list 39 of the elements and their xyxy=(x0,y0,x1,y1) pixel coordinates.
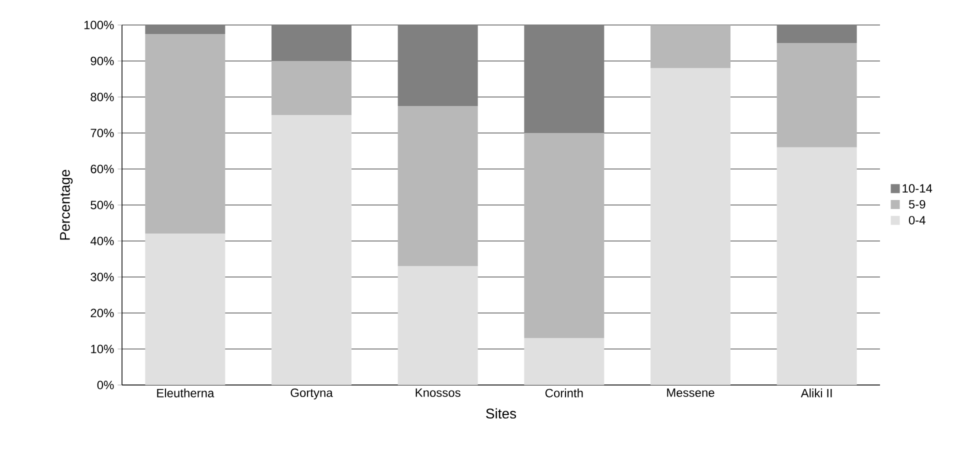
y-tick-label: 30% xyxy=(90,272,114,282)
bar xyxy=(272,25,352,61)
bar xyxy=(524,338,604,385)
bar xyxy=(650,25,730,68)
x-tick-label: Aliki II xyxy=(800,388,832,398)
x-tick-label: Messene xyxy=(667,388,714,397)
y-tick-label: 70% xyxy=(90,128,114,138)
bar xyxy=(776,147,857,385)
bar xyxy=(524,25,604,133)
legend-label: 10-14 xyxy=(902,184,932,193)
bar xyxy=(776,43,857,148)
bar xyxy=(145,234,226,385)
x-tick-label: Gortyna xyxy=(290,388,333,400)
x-tick-label: Corinth xyxy=(545,388,583,398)
x-axis-title: Sites xyxy=(486,408,516,419)
legend-label: 0-4 xyxy=(908,216,926,224)
y-tick-label: 40% xyxy=(90,236,114,246)
y-tick-label: 100% xyxy=(84,20,114,30)
bar xyxy=(398,266,478,385)
bar xyxy=(272,61,352,115)
y-tick-label: 80% xyxy=(90,92,114,102)
bar xyxy=(145,34,226,234)
y-tick-label: 90% xyxy=(90,56,114,66)
bar xyxy=(272,115,352,385)
y-tick-label: 60% xyxy=(90,164,114,174)
bar xyxy=(398,106,478,266)
bar xyxy=(524,133,604,338)
y-axis-title: Percentage xyxy=(60,170,73,240)
y-tick-label: 20% xyxy=(90,308,114,318)
bar xyxy=(650,68,730,385)
y-tick-label: 0% xyxy=(97,380,114,390)
y-tick-label: 50% xyxy=(90,200,114,210)
y-tick-label: 10% xyxy=(91,344,114,354)
bar xyxy=(145,25,226,34)
x-tick-label: Eleutherna xyxy=(157,388,214,398)
bar xyxy=(776,25,857,43)
bar xyxy=(398,25,478,106)
legend-label: 5-9 xyxy=(908,200,926,209)
x-tick-label: Knossos xyxy=(416,388,460,397)
